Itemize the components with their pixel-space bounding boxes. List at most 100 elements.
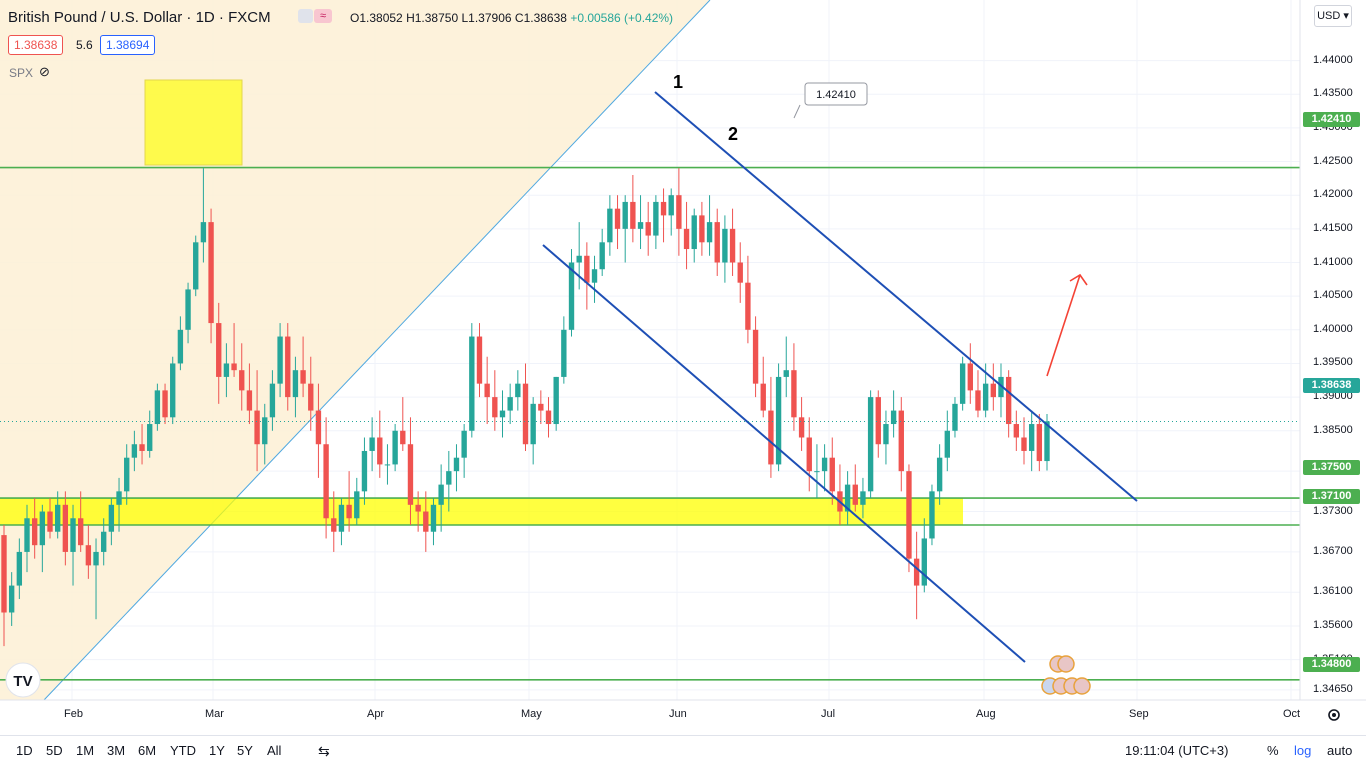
- candle: [246, 363, 253, 425]
- candle: [78, 491, 84, 552]
- candle-body: [622, 201, 628, 229]
- candle-body: [507, 397, 513, 411]
- date-range-icon[interactable]: ⇆: [318, 743, 330, 759]
- candle: [791, 343, 797, 431]
- candle-body: [208, 222, 214, 324]
- candle-body: [798, 417, 805, 438]
- candle-body: [645, 222, 651, 236]
- events-icons[interactable]: [1041, 655, 1091, 695]
- candle: [254, 370, 260, 472]
- candle: [139, 424, 145, 465]
- candle-body: [722, 228, 728, 263]
- candle-body: [476, 336, 483, 384]
- candle-body: [39, 511, 46, 546]
- range-all[interactable]: All: [267, 743, 282, 758]
- range-3m[interactable]: 3M: [107, 743, 126, 758]
- price-axis-label: 1.38500: [1313, 423, 1353, 436]
- candle: [975, 370, 981, 418]
- candle-body: [944, 430, 950, 458]
- range-1m[interactable]: 1M: [76, 743, 95, 758]
- candle-body: [78, 518, 84, 546]
- candle: [377, 410, 383, 478]
- auto-toggle[interactable]: auto: [1327, 743, 1353, 758]
- range-1y[interactable]: 1Y: [209, 743, 225, 758]
- spread-value: 5.6: [76, 38, 93, 52]
- time-axis-label: Jun: [669, 708, 687, 720]
- tradingview-logo-icon[interactable]: TV: [5, 662, 41, 698]
- candle-body: [147, 424, 153, 451]
- compare-symbol-label[interactable]: SPX: [9, 66, 34, 80]
- symbol-title[interactable]: British Pound / U.S. Dollar · 1D · FXCM: [8, 9, 271, 26]
- candle: [239, 343, 245, 411]
- candle-body: [239, 370, 245, 391]
- candle: [476, 323, 483, 398]
- currency-selector[interactable]: USD ▾: [1314, 5, 1352, 27]
- candle: [691, 208, 697, 263]
- time-axis-label: May: [521, 708, 542, 720]
- candle-body: [31, 518, 38, 546]
- candle-body: [729, 228, 736, 263]
- candle: [706, 195, 713, 256]
- candle-body: [515, 383, 521, 398]
- price-chart[interactable]: 1 2 1.42410 TV: [0, 0, 1366, 735]
- candle: [591, 255, 598, 303]
- candle-body: [16, 551, 23, 586]
- clock-time[interactable]: 19:11:04 (UTC+3): [1125, 743, 1229, 758]
- candle-body: [998, 376, 1004, 398]
- compare-icon[interactable]: ≈: [314, 9, 332, 23]
- candle-body: [162, 390, 168, 418]
- candle-body: [384, 464, 391, 466]
- candle-body: [936, 457, 943, 492]
- price-axis-label: 1.39500: [1313, 356, 1353, 369]
- range-1d[interactable]: 1D: [16, 743, 33, 758]
- candle: [16, 538, 23, 600]
- range-5d[interactable]: 5D: [46, 743, 63, 758]
- candle: [323, 417, 329, 539]
- candle: [131, 430, 138, 472]
- hide-icon[interactable]: [298, 9, 313, 23]
- price-axis-label: 1.36100: [1313, 585, 1353, 598]
- range-5y[interactable]: 5Y: [237, 743, 253, 758]
- candle-body: [668, 195, 674, 216]
- candle-body: [921, 538, 927, 586]
- candle-body: [522, 383, 529, 445]
- candle: [645, 201, 651, 256]
- candle: [515, 370, 521, 411]
- settings-gear-icon[interactable]: [1328, 709, 1340, 721]
- candle: [860, 477, 866, 519]
- candle: [1021, 417, 1027, 465]
- price-axis-label: 1.42500: [1313, 154, 1353, 167]
- range-6m[interactable]: 6M: [138, 743, 157, 758]
- candle: [867, 390, 874, 499]
- candle: [315, 383, 322, 478]
- candle-body: [54, 504, 61, 532]
- eye-hidden-icon[interactable]: ⊘: [39, 64, 50, 79]
- log-toggle[interactable]: log: [1294, 743, 1312, 758]
- candle: [461, 424, 467, 478]
- price-axis-label: 1.42000: [1313, 188, 1353, 201]
- close-label: C: [514, 11, 524, 25]
- candle: [660, 188, 667, 243]
- range-ytd[interactable]: YTD: [170, 743, 196, 758]
- candle-body: [676, 195, 682, 229]
- candle-body: [1005, 376, 1012, 425]
- candle-body: [699, 215, 705, 243]
- close-value: 1.38638: [523, 11, 567, 25]
- ask-price-badge[interactable]: 1.38694: [100, 35, 156, 55]
- candle-body: [323, 444, 329, 519]
- high-value: 1.38750: [414, 11, 459, 25]
- candle-body: [806, 437, 812, 472]
- candle-body: [660, 201, 667, 216]
- candle: [338, 498, 345, 546]
- price-callout-box: [804, 82, 868, 106]
- ohlc-values: O1.38052 H1.38750 L1.37906 C1.38638 +0.0…: [350, 11, 673, 25]
- candle: [285, 323, 291, 411]
- candle-body: [883, 424, 889, 445]
- candle-body: [285, 336, 291, 398]
- price-callout-pointer: [793, 104, 801, 119]
- percent-toggle[interactable]: %: [1267, 743, 1279, 758]
- bid-price-badge[interactable]: 1.38638: [8, 35, 64, 55]
- time-axis-label: Sep: [1129, 708, 1149, 720]
- channel-lower-line: [542, 244, 1026, 663]
- price-axis-label: 1.35600: [1313, 618, 1353, 631]
